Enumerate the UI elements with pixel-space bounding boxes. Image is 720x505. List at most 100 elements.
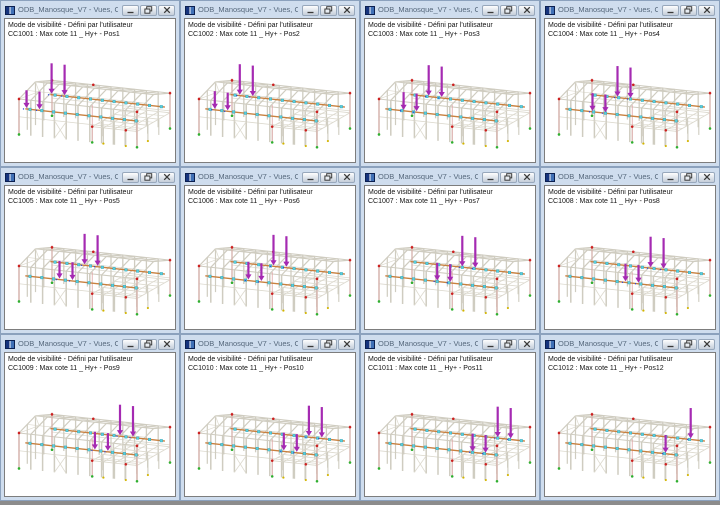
restore-button[interactable]	[500, 338, 517, 350]
restore-button[interactable]	[320, 171, 337, 183]
load-arrow-head	[305, 431, 312, 437]
restore-button[interactable]	[680, 4, 697, 16]
window-titlebar[interactable]: ODB_Manosque_V7 - Vues, CC1010	[184, 337, 356, 352]
window-titlebar[interactable]: ODB_Manosque_V7 - Vues, CC1001	[4, 3, 176, 18]
structure-3d-view	[557, 236, 712, 316]
close-icon	[703, 173, 710, 181]
load-case-label: CC1007 : Max cote 11 _ Hy+ - Pos7	[368, 198, 480, 205]
restore-button[interactable]	[680, 171, 697, 183]
minimize-button[interactable]	[482, 4, 499, 16]
close-button[interactable]	[518, 4, 535, 16]
load-arrow-head	[245, 274, 252, 280]
restore-button[interactable]	[140, 171, 157, 183]
minimize-button[interactable]	[302, 338, 319, 350]
restore-button[interactable]	[140, 338, 157, 350]
view-window: ODB_Manosque_V7 - Vues, CC1003	[360, 0, 540, 167]
window-titlebar[interactable]: ODB_Manosque_V7 - Vues, CC1008	[544, 170, 716, 185]
view-client-area: Mode de visibilité - Défini par l'utilis…	[364, 185, 536, 330]
close-button[interactable]	[338, 338, 355, 350]
load-arrow-head	[104, 445, 111, 451]
minimize-button[interactable]	[662, 338, 679, 350]
app-icon	[365, 5, 375, 15]
load-arrows	[433, 235, 479, 284]
minimize-button[interactable]	[482, 338, 499, 350]
window-title: ODB_Manosque_V7 - Vues, CC1007	[378, 172, 478, 181]
load-case-label: CC1008 : Max cote 11 _ Hy+ - Pos8	[548, 198, 660, 205]
node-markers	[17, 413, 172, 483]
restore-button[interactable]	[680, 338, 697, 350]
close-button[interactable]	[158, 4, 175, 16]
window-titlebar[interactable]: ODB_Manosque_V7 - Vues, CC1007	[364, 170, 536, 185]
view-window: ODB_Manosque_V7 - Vues, CC1012	[540, 334, 720, 501]
minimize-button[interactable]	[662, 4, 679, 16]
visibility-mode-label: Mode de visibilité - Défini par l'utilis…	[548, 22, 673, 29]
crane-runways	[565, 93, 705, 123]
restore-icon	[684, 173, 693, 181]
close-icon	[343, 6, 350, 14]
restore-button[interactable]	[500, 4, 517, 16]
node-markers	[17, 79, 172, 149]
load-arrow-head	[94, 260, 101, 266]
app-icon	[365, 339, 375, 349]
load-case-label: CC1005 : Max cote 11 _ Hy+ - Pos5	[8, 198, 120, 205]
close-button[interactable]	[698, 171, 715, 183]
close-button[interactable]	[518, 338, 535, 350]
app-icon	[365, 172, 375, 182]
window-titlebar[interactable]: ODB_Manosque_V7 - Vues, CC1011	[364, 337, 536, 352]
window-titlebar[interactable]: ODB_Manosque_V7 - Vues, CC1003	[364, 3, 536, 18]
minimize-button[interactable]	[662, 171, 679, 183]
minimize-icon	[487, 11, 494, 13]
close-button[interactable]	[518, 171, 535, 183]
load-arrows	[280, 405, 325, 454]
view-header-text: Mode de visibilité - Défini par l'utilis…	[545, 353, 715, 373]
structure-wireframe	[378, 79, 531, 148]
window-titlebar[interactable]: ODB_Manosque_V7 - Vues, CC1006	[184, 170, 356, 185]
minimize-button[interactable]	[482, 171, 499, 183]
minimize-button[interactable]	[122, 171, 139, 183]
window-titlebar[interactable]: ODB_Manosque_V7 - Vues, CC1002	[184, 3, 356, 18]
load-arrows	[244, 234, 290, 283]
window-titlebar[interactable]: ODB_Manosque_V7 - Vues, CC1005	[4, 170, 176, 185]
view-window: ODB_Manosque_V7 - Vues, CC1001	[0, 0, 180, 167]
window-titlebar[interactable]: ODB_Manosque_V7 - Vues, CC1009	[4, 337, 176, 352]
minimize-button[interactable]	[122, 4, 139, 16]
structure-3d-view	[17, 233, 172, 316]
close-icon	[523, 173, 530, 181]
support-axis-lines	[558, 412, 711, 483]
restore-button[interactable]	[320, 338, 337, 350]
structure-3d-view	[197, 405, 352, 483]
load-arrows	[588, 66, 634, 114]
minimize-button[interactable]	[302, 4, 319, 16]
minimize-icon	[307, 178, 314, 180]
close-button[interactable]	[158, 338, 175, 350]
close-button[interactable]	[698, 4, 715, 16]
restore-button[interactable]	[320, 4, 337, 16]
window-title: ODB_Manosque_V7 - Vues, CC1005	[18, 172, 118, 181]
restore-icon	[144, 6, 153, 14]
minimize-button[interactable]	[122, 338, 139, 350]
view-window: ODB_Manosque_V7 - Vues, CC1002	[180, 0, 360, 167]
restore-button[interactable]	[500, 171, 517, 183]
crane-runways	[25, 427, 165, 457]
view-client-area: Mode de visibilité - Défini par l'utilis…	[4, 18, 176, 163]
support-axis-lines	[378, 78, 531, 149]
close-button[interactable]	[158, 171, 175, 183]
close-button[interactable]	[698, 338, 715, 350]
restore-button[interactable]	[140, 4, 157, 16]
window-titlebar[interactable]: ODB_Manosque_V7 - Vues, CC1012	[544, 337, 716, 352]
load-arrows	[211, 64, 256, 113]
restore-icon	[324, 173, 333, 181]
support-axis-lines	[18, 412, 171, 483]
close-button[interactable]	[338, 4, 355, 16]
restore-icon	[144, 173, 153, 181]
load-arrow-head	[48, 88, 55, 94]
load-arrows	[399, 65, 445, 113]
window-titlebar[interactable]: ODB_Manosque_V7 - Vues, CC1004	[544, 3, 716, 18]
minimize-icon	[127, 178, 134, 180]
restore-icon	[504, 6, 513, 14]
minimize-button[interactable]	[302, 171, 319, 183]
close-button[interactable]	[338, 171, 355, 183]
node-markers	[557, 413, 712, 483]
view-client-area: Mode de visibilité - Défini par l'utilis…	[544, 352, 716, 497]
view-window: ODB_Manosque_V7 - Vues, CC1009	[0, 334, 180, 501]
